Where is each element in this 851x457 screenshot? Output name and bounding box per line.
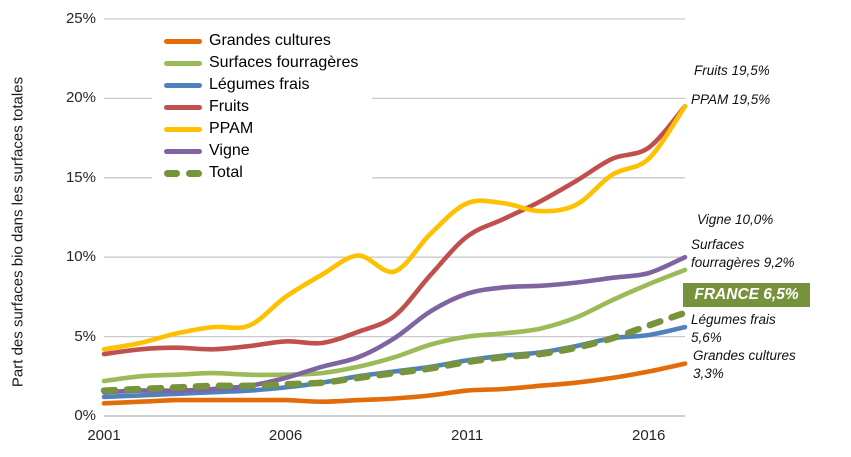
series-line-grandes-cultures (101, 361, 688, 406)
legend-label: Grandes cultures (209, 32, 331, 49)
legend-swatch (164, 169, 202, 177)
legend-item-total: Total (164, 162, 358, 184)
legend-label: Légumes frais (209, 76, 310, 93)
legend-item-l-gumes-frais: Légumes frais (164, 74, 358, 96)
legend-swatch (164, 126, 202, 132)
legend-label: PPAM (209, 120, 254, 137)
annotation-france-badge: FRANCE 6,5% (683, 283, 810, 307)
x-tick-2006: 2006 (268, 427, 303, 444)
legend-label: Total (209, 164, 243, 181)
x-tick-2001: 2001 (87, 427, 121, 444)
legend-item-ppam: PPAM (164, 118, 358, 140)
series-line-total (100, 309, 689, 394)
legend-item-surfaces-fourrag-res: Surfaces fourragères (164, 52, 358, 74)
legend-item-vigne: Vigne (164, 140, 358, 162)
chart-legend: Grandes cultures Surfaces fourragères Légu… (152, 27, 373, 187)
legend-swatch (164, 148, 202, 154)
legend-item-grandes-cultures: Grandes cultures (164, 30, 358, 52)
legend-label: Surfaces fourragères (209, 54, 359, 71)
y-tick-20%: 20% (65, 89, 96, 107)
legend-item-fruits: Fruits (164, 96, 358, 118)
x-tick-2016: 2016 (632, 427, 666, 444)
y-axis-title: Part des surfaces bio dans les surfaces … (9, 76, 27, 388)
legend-swatch (164, 60, 202, 66)
legend-label: Fruits (209, 98, 249, 115)
y-tick-15%: 15% (65, 168, 96, 186)
series-line-ppam (101, 104, 688, 352)
series-line-vigne (101, 254, 688, 395)
y-tick-25%: 25% (65, 10, 96, 27)
annotation-grandes-cultures: Grandes cultures 3,3% (693, 348, 796, 382)
legend-swatch (164, 82, 202, 88)
annotation-vigne: Vigne 10,0% (697, 212, 774, 227)
x-tick-2011: 2011 (450, 427, 484, 444)
series-line-surfaces-fourrag-res (101, 267, 688, 384)
legend-label: Vigne (209, 142, 250, 159)
annotation-fourrageres: Surfaces fourragères 9,2% (691, 237, 795, 271)
annotation-ppam: PPAM 19,5% (691, 92, 771, 107)
legend-swatch (164, 38, 202, 44)
y-tick-10%: 10% (65, 248, 96, 266)
y-tick-0%: 0% (74, 407, 96, 424)
series-line-fruits (101, 104, 688, 357)
annotation-legumes: Légumes frais 5,6% (691, 312, 776, 346)
legend-swatch (164, 104, 202, 110)
y-tick-5%: 5% (74, 327, 96, 345)
annotation-fruits: Fruits 19,5% (694, 63, 770, 78)
